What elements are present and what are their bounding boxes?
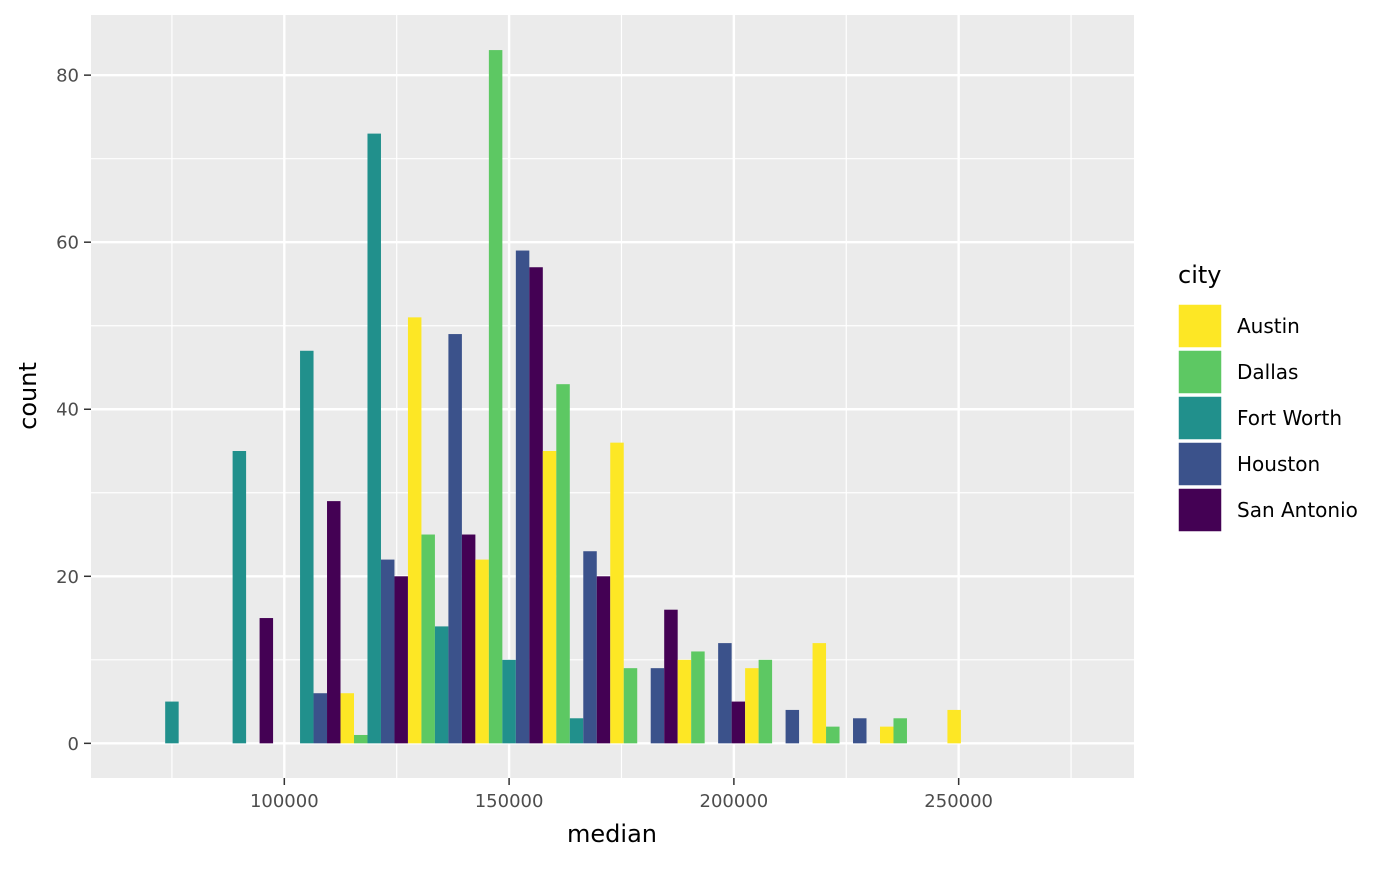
y-tick-label: 60 [56, 233, 79, 254]
bar-houston [515, 250, 530, 744]
y-axis: 0 20 40 60 80 [56, 66, 91, 755]
bar-houston [380, 559, 395, 744]
bar-houston [650, 668, 665, 744]
bar-austin [407, 317, 422, 744]
bar-dallas [421, 534, 435, 744]
bar-austin [542, 451, 557, 744]
legend-key-houston [1177, 441, 1223, 487]
x-tick-label: 150000 [475, 791, 544, 812]
legend: city Austin Dallas Fort Worth Houston San An… [1177, 261, 1358, 533]
legend-key-dallas [1177, 349, 1223, 395]
bars [165, 50, 961, 744]
legend-key-san-antonio [1177, 487, 1223, 533]
x-tick-label: 250000 [924, 791, 993, 812]
bar-dallas [556, 384, 570, 744]
bar-fort-worth [502, 659, 516, 744]
bar-fort-worth [367, 133, 381, 744]
bar-dallas [691, 651, 705, 744]
bar-austin [947, 709, 961, 744]
y-tick-label: 80 [56, 66, 79, 87]
bar-dallas [353, 734, 368, 744]
bar-san-antonio [259, 618, 274, 744]
bar-san-antonio [731, 701, 746, 744]
bar-san-antonio [461, 534, 476, 744]
legend-key-fort-worth [1177, 395, 1223, 441]
legend-key-austin [1177, 303, 1223, 349]
bar-dallas [623, 668, 638, 744]
y-tick-label: 20 [56, 567, 79, 588]
bar-houston [583, 551, 597, 744]
bar-san-antonio [327, 501, 341, 744]
legend-label: Austin [1237, 314, 1300, 338]
bar-austin [677, 659, 692, 744]
y-tick-label: 40 [56, 400, 79, 421]
bar-fort-worth [300, 350, 314, 744]
bar-austin [812, 643, 827, 744]
bar-austin [610, 442, 624, 744]
bar-houston [785, 709, 800, 744]
bar-san-antonio [596, 576, 611, 744]
bar-austin [340, 693, 354, 744]
bar-san-antonio [394, 576, 408, 744]
bar-houston [718, 643, 732, 744]
bar-austin [745, 668, 759, 744]
bar-fort-worth [434, 626, 449, 744]
legend-label: Houston [1237, 452, 1320, 476]
bar-san-antonio [664, 609, 678, 744]
bar-houston [448, 334, 462, 744]
bar-fort-worth [165, 701, 179, 744]
legend-title: city [1178, 261, 1221, 289]
y-tick-label: 0 [68, 734, 79, 755]
bar-dallas [826, 726, 840, 744]
bar-fort-worth [569, 718, 584, 744]
bar-houston [853, 718, 867, 744]
bar-fort-worth [232, 451, 247, 744]
x-axis-title: median [567, 820, 657, 848]
legend-label: Dallas [1237, 360, 1298, 384]
bar-dallas [893, 718, 907, 744]
bar-houston [313, 693, 328, 744]
bar-dallas [758, 659, 773, 744]
y-axis-title: count [14, 362, 42, 430]
legend-label: Fort Worth [1237, 406, 1342, 430]
x-tick-label: 200000 [700, 791, 769, 812]
x-tick-label: 100000 [250, 791, 319, 812]
bar-dallas [488, 50, 503, 744]
x-axis: 100000 150000 200000 250000 [250, 778, 993, 812]
bar-san-antonio [529, 267, 543, 744]
legend-label: San Antonio [1237, 498, 1358, 522]
bar-austin [879, 726, 894, 744]
bar-austin [475, 559, 489, 744]
